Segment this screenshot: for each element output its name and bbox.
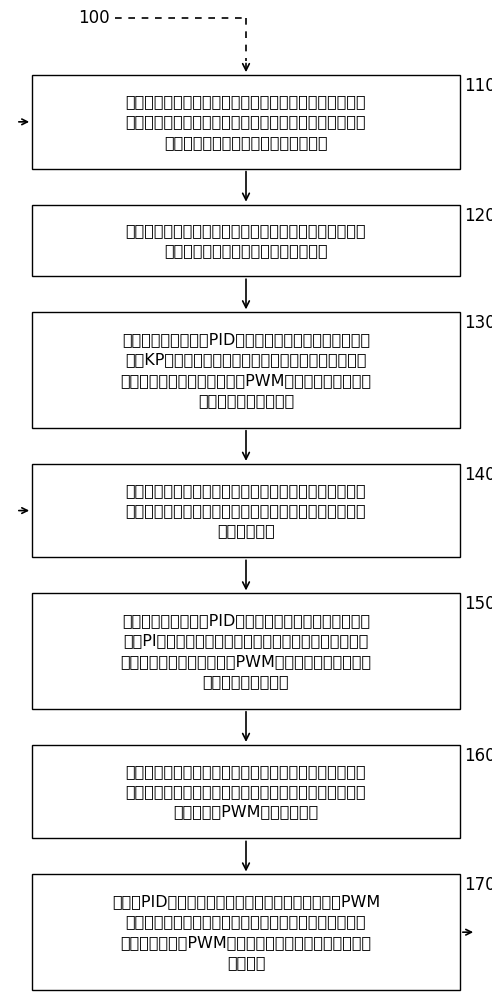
Text: 根据随动转向桥的比例方向阀组的物理特性形成比例方向
阀死区控制偏移数据，根据死区控制偏移数据形成对应比
例方向阀的PWM控制偏移信号: 根据随动转向桥的比例方向阀组的物理特性形成比例方向 阀死区控制偏移数据，根据死区… [125, 764, 367, 820]
Text: 110: 110 [464, 77, 492, 95]
Bar [32, 312, 460, 428]
Text: 转角偏差数据与预置PID控制过程的转角偏差控制闭环过
程中KP分段控制参数比较形成（各）随动转向桥的比例
方向阀组中对应比例方向阀的PWM控制信号，实时调整
（: 转角偏差数据与预置PID控制过程的转角偏差控制闭环过 程中KP分段控制参数比较形… [121, 332, 371, 408]
Text: 160: 160 [464, 747, 492, 765]
Text: 接收转向模式指令，根据主动转向桥反馈的车速和转向角
度，按预置转向策略形成与车速和主动转向桥实际转角匹
配的（各）随动转向桥的预期转角数据: 接收转向模式指令，根据主动转向桥反馈的车速和转向角 度，按预置转向策略形成与车速… [125, 94, 367, 150]
Bar [32, 745, 460, 838]
Text: 在预置PID控制过程的电流偏差控制闭环过程中叠加PWM
控制偏移信号形成（各）随动转向桥的比例方向阀组中对
应比例方向阀的PWM控制信号，实时调整（各）随动转
: 在预置PID控制过程的电流偏差控制闭环过程中叠加PWM 控制偏移信号形成（各）随… [112, 894, 380, 970]
Bar [32, 464, 460, 557]
Text: 采集（各）随动转向桥的受控比例方向阀的工况电流信号
强度与标准控制电流强度比较形成受控比例方向阀的工况
电流偏差数据: 采集（各）随动转向桥的受控比例方向阀的工况电流信号 强度与标准控制电流强度比较形… [125, 483, 367, 538]
Text: 接收（各）随动转向桥实际转角数据并与预期转角数据比
较形成（各）随动转向桥转角偏差数据: 接收（各）随动转向桥实际转角数据并与预期转角数据比 较形成（各）随动转向桥转角偏… [125, 223, 367, 258]
Bar [32, 593, 460, 709]
Text: 电流偏差数据与预置PID控制过程的电流偏差控制闭环过
程中PI分段控制参数比较形成（各）随动转向桥的比例方
向阀组中对应比例方向阀的PWM控制信号，实时调整（
: 电流偏差数据与预置PID控制过程的电流偏差控制闭环过 程中PI分段控制参数比较形… [121, 613, 371, 689]
Text: 170: 170 [464, 876, 492, 894]
Text: 150: 150 [464, 595, 492, 613]
Text: 120: 120 [464, 207, 492, 225]
Text: 100: 100 [78, 9, 110, 27]
Bar [32, 205, 460, 276]
Text: 130: 130 [464, 314, 492, 332]
Text: 140: 140 [464, 466, 492, 484]
Bar [32, 75, 460, 169]
Bar [32, 874, 460, 990]
